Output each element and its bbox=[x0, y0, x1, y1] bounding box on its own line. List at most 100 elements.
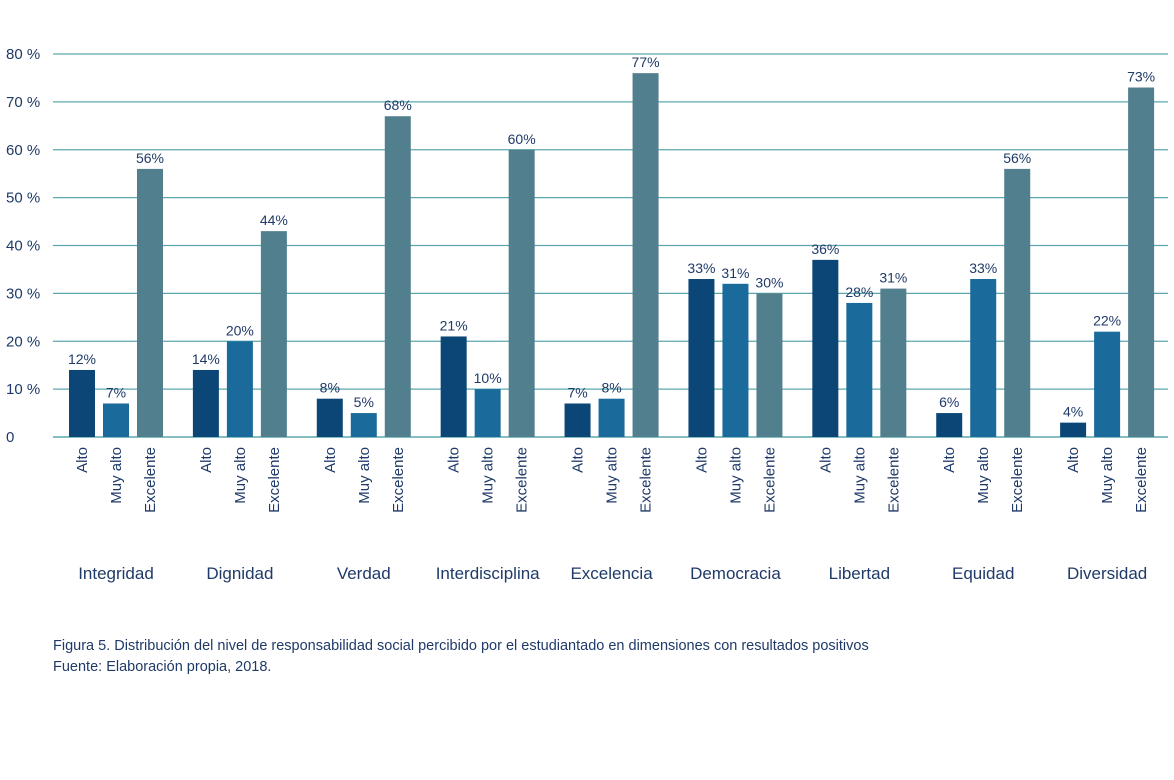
bar bbox=[564, 403, 591, 437]
y-tick-label: 60 % bbox=[6, 142, 40, 159]
bar bbox=[812, 259, 839, 437]
data-label: 20% bbox=[226, 322, 254, 338]
bar bbox=[508, 149, 535, 437]
y-tick-label: 40 % bbox=[6, 238, 40, 255]
series-tick-label: Alto bbox=[570, 447, 587, 473]
bar bbox=[1094, 331, 1121, 437]
bar bbox=[688, 279, 715, 437]
bar bbox=[226, 341, 253, 437]
series-tick-label: Excelente bbox=[761, 447, 778, 513]
data-label: 6% bbox=[939, 394, 959, 410]
data-label: 7% bbox=[567, 384, 587, 400]
data-label: 21% bbox=[440, 317, 468, 333]
series-tick-label: Alto bbox=[1065, 447, 1082, 473]
series-tick-label: Muy alto bbox=[108, 447, 125, 504]
data-label: 73% bbox=[1127, 69, 1155, 85]
bar-chart: 0 10 % 20 % 30 % 40 % 50 % 60 % 70 % 80 % 12% Alto… bbox=[6, 46, 1168, 583]
series-tick-label: Muy alto bbox=[1099, 447, 1116, 504]
series-tick-label: Muy alto bbox=[851, 447, 868, 504]
y-tick-label: 50 % bbox=[6, 190, 40, 207]
series-tick-label: Muy alto bbox=[975, 447, 992, 504]
category-label: Integridad bbox=[78, 564, 154, 583]
bar bbox=[1004, 168, 1031, 437]
y-tick-label: 70 % bbox=[6, 94, 40, 111]
data-label: 14% bbox=[192, 351, 220, 367]
series-tick-label: Excelente bbox=[514, 447, 531, 513]
bar bbox=[192, 369, 219, 437]
y-tick-label: 20 % bbox=[6, 333, 40, 350]
data-label: 31% bbox=[879, 270, 907, 286]
data-label: 4% bbox=[1063, 404, 1083, 420]
bar bbox=[880, 288, 907, 437]
series-tick-label: Alto bbox=[74, 447, 91, 473]
series-tick-label: Muy alto bbox=[727, 447, 744, 504]
y-tick-label: 80 % bbox=[6, 46, 40, 63]
series-tick-label: Alto bbox=[693, 447, 710, 473]
data-label: 56% bbox=[136, 150, 164, 166]
data-label: 36% bbox=[811, 241, 839, 257]
bar bbox=[598, 398, 625, 437]
series-tick-label: Excelente bbox=[885, 447, 902, 513]
data-label: 22% bbox=[1093, 313, 1121, 329]
category-label: Dignidad bbox=[206, 564, 273, 583]
series-tick-label: Alto bbox=[817, 447, 834, 473]
series-tick-label: Muy alto bbox=[356, 447, 373, 504]
bar bbox=[260, 231, 287, 437]
figure-caption: Figura 5. Distribución del nivel de resp… bbox=[53, 636, 869, 678]
y-tick-label: 30 % bbox=[6, 285, 40, 302]
series-tick-label: Alto bbox=[941, 447, 958, 473]
caption-title: Figura 5. Distribución del nivel de resp… bbox=[53, 638, 869, 654]
series-tick-label: Muy alto bbox=[604, 447, 621, 504]
bar bbox=[350, 413, 377, 437]
series-tick-label: Alto bbox=[198, 447, 215, 473]
y-tick-label: 0 bbox=[6, 429, 14, 446]
bar bbox=[316, 398, 343, 437]
bar bbox=[936, 413, 963, 437]
data-label: 31% bbox=[721, 265, 749, 281]
bar bbox=[137, 168, 163, 437]
category-label: Interdisciplina bbox=[436, 564, 540, 583]
caption-source: Fuente: Elaboración propia, 2018. bbox=[53, 659, 272, 675]
data-label: 68% bbox=[384, 97, 412, 113]
category-label: Democracia bbox=[690, 564, 781, 583]
data-label: 44% bbox=[260, 212, 288, 228]
bar bbox=[1128, 87, 1155, 437]
series-tick-label: Alto bbox=[322, 447, 339, 473]
bar bbox=[474, 389, 501, 437]
y-tick-label: 10 % bbox=[6, 381, 40, 398]
data-label: 33% bbox=[687, 260, 715, 276]
series-tick-label: Excelente bbox=[266, 447, 283, 513]
series-tick-label: Excelente bbox=[390, 447, 407, 513]
category-label: Equidad bbox=[952, 564, 1014, 583]
category-label: Verdad bbox=[337, 564, 391, 583]
series-tick-label: Excelente bbox=[1009, 447, 1026, 513]
bar bbox=[69, 369, 95, 437]
data-label: 7% bbox=[106, 384, 126, 400]
series-tick-label: Excelente bbox=[1133, 447, 1150, 513]
bar bbox=[632, 73, 659, 438]
category-label: Excelencia bbox=[570, 564, 653, 583]
series-tick-label: Excelente bbox=[638, 447, 655, 513]
data-label: 10% bbox=[474, 370, 502, 386]
data-label: 30% bbox=[755, 274, 783, 290]
series-tick-label: Excelente bbox=[142, 447, 159, 513]
bar bbox=[722, 283, 749, 437]
data-label: 33% bbox=[969, 260, 997, 276]
series-tick-label: Muy alto bbox=[232, 447, 249, 504]
data-label: 8% bbox=[320, 380, 340, 396]
data-label: 77% bbox=[632, 54, 660, 70]
category-label: Libertad bbox=[829, 564, 890, 583]
bar bbox=[384, 116, 411, 438]
bar bbox=[756, 293, 783, 437]
bar bbox=[440, 336, 467, 437]
series-tick-label: Alto bbox=[446, 447, 463, 473]
data-label: 60% bbox=[508, 131, 536, 147]
data-label: 12% bbox=[68, 351, 96, 367]
category-label: Diversidad bbox=[1067, 564, 1147, 583]
data-label: 56% bbox=[1003, 150, 1031, 166]
data-label: 8% bbox=[601, 380, 621, 396]
series-tick-label: Muy alto bbox=[480, 447, 497, 504]
bar bbox=[970, 279, 997, 437]
bar bbox=[1060, 422, 1087, 437]
bar bbox=[103, 403, 129, 437]
